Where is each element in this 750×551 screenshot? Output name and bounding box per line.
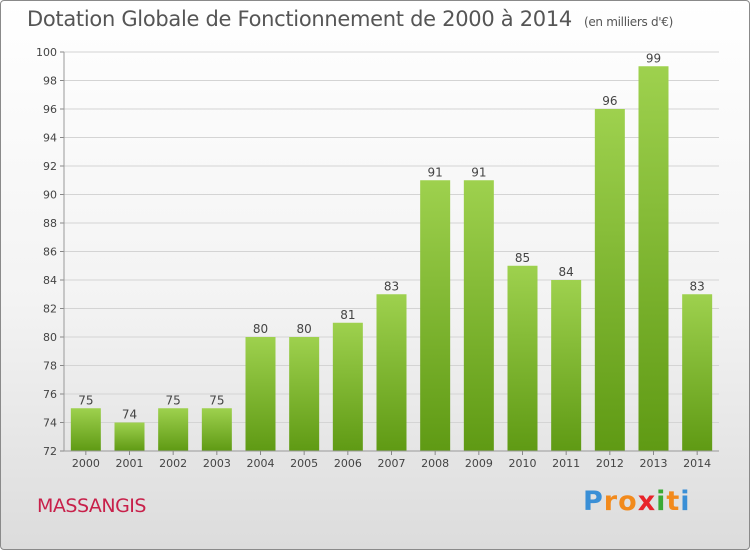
x-tick-label: 2014 <box>683 457 711 470</box>
bar-value-label: 96 <box>602 94 617 108</box>
bar-value-label: 75 <box>166 393 181 407</box>
bar-2013 <box>638 66 669 451</box>
x-tick-label: 2010 <box>509 457 537 470</box>
y-tick-label: 78 <box>43 360 57 373</box>
bar-2002 <box>158 408 189 451</box>
logo-letter: i <box>656 486 667 517</box>
chart-title: Dotation Globale de Fonctionnement de 20… <box>27 7 673 31</box>
bar-value-label: 75 <box>209 393 224 407</box>
commune-name: MASSANGIS <box>37 495 146 517</box>
bar-2000 <box>70 408 101 451</box>
bar-value-label: 80 <box>253 322 268 336</box>
x-tick-label: 2012 <box>596 457 624 470</box>
y-tick-label: 100 <box>36 46 57 59</box>
bar-2012 <box>594 109 625 451</box>
bars: 75 74 75 75 80 80 81 83 91 91 85 84 96 99 83 <box>70 51 713 451</box>
y-tick-label: 84 <box>43 274 57 287</box>
y-tick-label: 80 <box>43 331 57 344</box>
bar-value-label: 75 <box>78 393 93 407</box>
y-tick-label: 90 <box>43 189 57 202</box>
y-tick-label: 76 <box>43 388 57 401</box>
y-tick-label: 86 <box>43 246 57 259</box>
bar-value-label: 84 <box>559 265 574 279</box>
bar-value-label: 81 <box>340 308 355 322</box>
x-tick-label: 2004 <box>247 457 275 470</box>
y-tick-label: 94 <box>43 132 57 145</box>
bar-2004 <box>245 337 276 451</box>
bar-2011 <box>551 280 582 451</box>
bar-2005 <box>289 337 320 451</box>
bar-value-label: 91 <box>471 165 486 179</box>
proxiti-logo: Proxiti <box>583 486 691 517</box>
logo-letter: t <box>666 486 681 517</box>
bar-2009 <box>463 180 494 451</box>
bar-2001 <box>114 422 145 451</box>
axes: 72 74 76 78 80 82 84 86 88 90 92 94 96 98 100 2000 2001 2… <box>36 46 719 470</box>
logo-letter: i <box>680 486 691 517</box>
x-tick-label: 2005 <box>290 457 318 470</box>
x-tick-label: 2006 <box>334 457 362 470</box>
logo-letter: P <box>583 486 604 517</box>
bar-value-label: 83 <box>384 279 399 293</box>
bar-value-label: 85 <box>515 251 530 265</box>
logo-letter: r <box>603 486 619 517</box>
x-tick-label: 2000 <box>72 457 100 470</box>
x-tick-label: 2003 <box>203 457 231 470</box>
logo-letter: x <box>637 486 657 517</box>
y-tick-label: 96 <box>43 103 57 116</box>
x-tick-label: 2013 <box>640 457 668 470</box>
x-tick-label: 2001 <box>116 457 144 470</box>
bar-2007 <box>376 294 407 451</box>
y-tick-label: 82 <box>43 303 57 316</box>
y-tick-label: 88 <box>43 217 57 230</box>
logo-letter: o <box>618 486 638 517</box>
bar-value-label: 99 <box>646 51 661 65</box>
bar-2010 <box>507 265 538 451</box>
bar-value-label: 83 <box>690 279 705 293</box>
y-tick-label: 72 <box>43 445 57 458</box>
bar-2006 <box>332 322 363 451</box>
y-tick-label: 92 <box>43 160 57 173</box>
bar-value-label: 91 <box>428 165 443 179</box>
chart-title-text: Dotation Globale de Fonctionnement de 20… <box>27 7 572 31</box>
chart-unit: (en milliers d'€) <box>583 15 673 29</box>
y-tick-label: 98 <box>43 75 57 88</box>
bar-2003 <box>201 408 232 451</box>
x-tick-label: 2007 <box>378 457 406 470</box>
bar-2014 <box>682 294 713 451</box>
bar-value-label: 80 <box>297 322 312 336</box>
x-tick-label: 2009 <box>465 457 493 470</box>
bar-value-label: 74 <box>122 408 137 422</box>
x-tick-label: 2011 <box>552 457 580 470</box>
x-tick-label: 2002 <box>159 457 187 470</box>
bar-2008 <box>420 180 451 451</box>
y-tick-label: 74 <box>43 417 57 430</box>
x-tick-label: 2008 <box>421 457 449 470</box>
